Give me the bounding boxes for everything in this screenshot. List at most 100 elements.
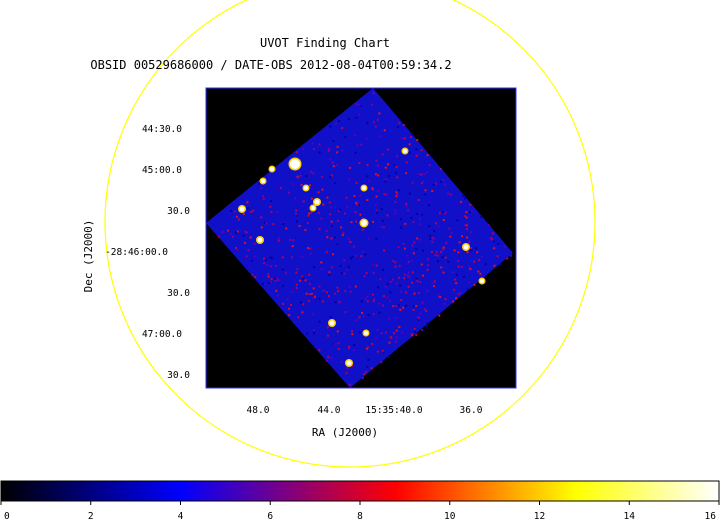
noise-pixel xyxy=(301,275,304,278)
noise-pixel xyxy=(276,294,279,297)
noise-pixel xyxy=(331,225,334,228)
noise-pixel xyxy=(376,164,379,167)
noise-pixel xyxy=(385,193,388,196)
noise-pixel xyxy=(380,350,383,353)
noise-pixel xyxy=(395,165,398,168)
noise-pixel xyxy=(433,230,436,233)
noise-pixel xyxy=(277,279,280,282)
noise-pixel xyxy=(371,103,374,106)
noise-pixel xyxy=(415,333,418,336)
noise-pixel xyxy=(470,210,473,213)
noise-pixel xyxy=(336,330,339,333)
colorbar-tick-label: 12 xyxy=(534,511,545,521)
noise-pixel xyxy=(444,298,447,301)
noise-pixel xyxy=(393,332,395,335)
noise-pixel xyxy=(356,144,359,147)
noise-pixel xyxy=(382,226,385,229)
noise-pixel xyxy=(318,297,321,300)
noise-pixel xyxy=(340,202,343,205)
noise-pixel xyxy=(452,271,455,274)
noise-pixel xyxy=(305,292,308,295)
noise-pixel xyxy=(312,172,315,175)
noise-pixel xyxy=(368,243,371,245)
noise-pixel xyxy=(313,266,316,269)
noise-pixel xyxy=(279,186,282,189)
noise-pixel xyxy=(423,308,426,311)
noise-pixel xyxy=(230,210,233,212)
noise-pixel xyxy=(394,265,397,268)
noise-pixel xyxy=(424,193,427,196)
noise-pixel xyxy=(317,218,320,221)
noise-pixel xyxy=(464,215,467,218)
noise-pixel xyxy=(373,298,376,301)
noise-pixel xyxy=(388,125,391,128)
noise-pixel xyxy=(376,211,379,214)
noise-pixel xyxy=(358,103,361,106)
noise-pixel xyxy=(385,243,388,246)
noise-pixel xyxy=(274,279,277,282)
noise-pixel xyxy=(288,307,290,310)
noise-pixel xyxy=(398,326,401,329)
noise-pixel xyxy=(377,174,380,177)
noise-pixel xyxy=(288,314,291,317)
noise-pixel xyxy=(434,254,437,257)
noise-pixel xyxy=(272,223,275,226)
star-source xyxy=(361,220,367,226)
noise-pixel xyxy=(384,178,387,181)
noise-pixel xyxy=(254,276,257,278)
noise-pixel xyxy=(317,346,320,349)
noise-pixel xyxy=(418,173,421,175)
noise-pixel xyxy=(375,125,377,128)
noise-pixel xyxy=(338,120,341,123)
noise-pixel xyxy=(351,364,353,367)
noise-pixel xyxy=(405,291,408,294)
noise-pixel xyxy=(330,206,332,209)
noise-pixel xyxy=(353,134,356,137)
noise-pixel xyxy=(301,311,304,314)
noise-pixel xyxy=(354,151,357,154)
noise-pixel xyxy=(247,249,250,251)
noise-pixel xyxy=(481,255,483,258)
noise-pixel xyxy=(438,212,441,215)
noise-pixel xyxy=(326,268,329,271)
noise-pixel xyxy=(394,209,397,212)
noise-pixel xyxy=(428,164,431,167)
noise-pixel xyxy=(213,217,216,220)
colorbar-tick-label: 4 xyxy=(178,511,184,521)
noise-pixel xyxy=(260,214,263,217)
noise-pixel xyxy=(421,213,423,216)
noise-pixel xyxy=(333,362,336,365)
noise-pixel xyxy=(383,136,385,139)
noise-pixel xyxy=(403,277,406,280)
noise-pixel xyxy=(411,181,414,184)
noise-pixel xyxy=(459,292,462,294)
noise-pixel xyxy=(336,151,339,154)
noise-pixel xyxy=(295,209,298,212)
noise-pixel xyxy=(263,257,265,260)
noise-pixel xyxy=(458,241,461,244)
noise-pixel xyxy=(276,225,279,228)
noise-pixel xyxy=(487,224,490,227)
noise-pixel xyxy=(278,237,280,239)
noise-pixel xyxy=(312,329,315,332)
noise-pixel xyxy=(439,290,442,292)
noise-pixel xyxy=(227,229,230,232)
noise-pixel xyxy=(429,182,432,184)
noise-pixel xyxy=(252,209,255,212)
noise-pixel xyxy=(295,212,298,215)
noise-pixel xyxy=(455,282,458,285)
noise-pixel xyxy=(325,221,328,224)
noise-pixel xyxy=(375,264,378,267)
noise-pixel xyxy=(355,220,358,223)
noise-pixel xyxy=(297,316,300,319)
noise-pixel xyxy=(420,173,423,176)
noise-pixel xyxy=(372,92,375,95)
y-tick-label: 30.0 xyxy=(167,288,190,299)
noise-pixel xyxy=(430,250,433,253)
noise-pixel xyxy=(372,293,374,296)
noise-pixel xyxy=(411,334,414,337)
noise-pixel xyxy=(344,300,347,303)
noise-pixel xyxy=(493,264,496,267)
noise-pixel xyxy=(408,192,411,195)
noise-pixel xyxy=(395,329,398,332)
